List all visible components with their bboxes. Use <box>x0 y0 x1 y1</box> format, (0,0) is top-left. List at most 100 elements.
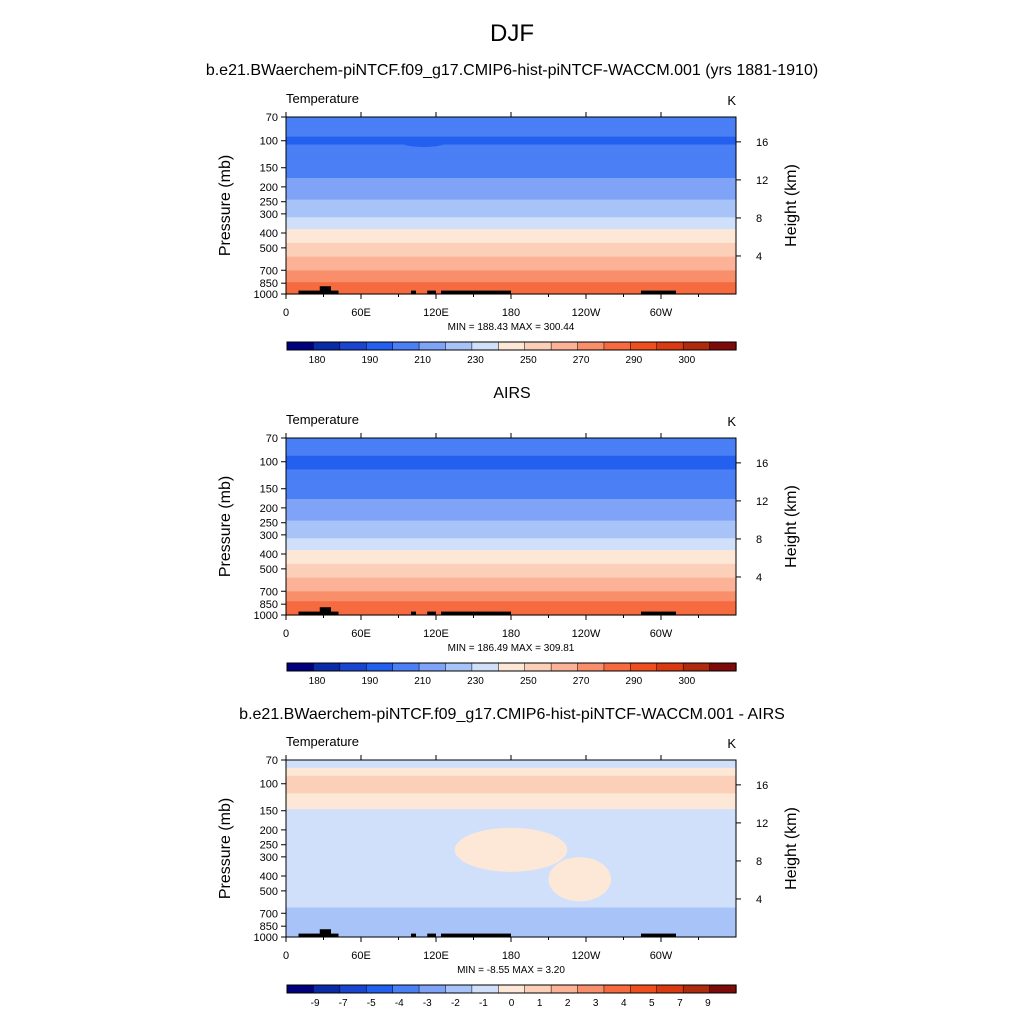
pressure-tick-label: 700 <box>260 586 278 598</box>
field-strip <box>286 885 736 889</box>
field-strip <box>286 585 736 589</box>
topography-mask <box>411 933 416 937</box>
colorbar-swatch <box>498 341 526 351</box>
colorbar-swatch <box>418 984 447 994</box>
field-strip <box>286 172 736 175</box>
field-strip <box>286 467 736 471</box>
field-strip <box>286 439 736 443</box>
longitude-tick-label: 0 <box>283 307 289 319</box>
field-strip <box>286 166 736 169</box>
topography-mask <box>441 933 511 937</box>
field-strip <box>286 522 736 526</box>
height-axis-label: Height (km) <box>783 164 800 247</box>
height-tick-label: 4 <box>756 894 762 906</box>
height-tick-label: 4 <box>756 251 762 263</box>
topography-mask <box>641 933 676 937</box>
height-tick-label: 16 <box>756 458 768 470</box>
field-strip <box>286 913 736 916</box>
colorbar-swatch <box>709 984 737 994</box>
pressure-tick-label: 250 <box>260 197 278 209</box>
colorbar-label: 230 <box>467 355 484 366</box>
colorbar-swatch <box>630 341 658 351</box>
colorbar-swatch <box>418 662 447 672</box>
field-strip <box>286 789 736 793</box>
field-strip <box>286 813 736 816</box>
min-max-stats: MIN = -8.55 MAX = 3.20 <box>457 965 565 976</box>
field-strip <box>286 819 736 822</box>
colorbar-label: 250 <box>520 355 537 366</box>
topography-mask <box>441 290 511 294</box>
colorbar-swatch <box>339 662 367 672</box>
field-strip <box>286 284 736 287</box>
field-strip <box>286 250 736 254</box>
colorbar-swatch <box>524 341 552 351</box>
field-strip <box>286 589 736 592</box>
colorbar-label: 5 <box>649 998 655 1009</box>
field-strip <box>286 491 736 494</box>
pressure-tick-label: 400 <box>260 871 278 883</box>
cold-core-contour <box>296 458 326 469</box>
field-strip <box>286 199 736 203</box>
field-strip <box>286 217 736 220</box>
field-strip <box>286 907 736 911</box>
units-label: K <box>727 414 736 429</box>
colorbar-swatch <box>550 984 579 994</box>
pressure-axis-label: Pressure (mb) <box>217 476 234 577</box>
topography-mask <box>298 611 339 615</box>
pressure-axis-label: Pressure (mb) <box>217 798 234 899</box>
field-strip <box>286 130 736 134</box>
colorbar-swatch <box>577 341 605 351</box>
pressure-tick-label: 250 <box>260 518 278 530</box>
min-max-stats: MIN = 188.43 MAX = 300.44 <box>448 322 575 333</box>
field-strip <box>286 203 736 207</box>
topography-mask <box>427 611 436 615</box>
field-strip <box>286 233 736 236</box>
field-strip <box>286 124 736 128</box>
colorbar-label: -7 <box>339 998 348 1009</box>
pressure-tick-label: 700 <box>260 908 278 920</box>
field-strip <box>286 765 736 769</box>
field-strip <box>286 820 736 824</box>
colorbar-label: -1 <box>479 998 488 1009</box>
pressure-tick-label: 150 <box>260 484 278 496</box>
field-strip <box>286 471 736 474</box>
field-strip <box>286 475 736 478</box>
pressure-tick-label: 1000 <box>254 932 278 944</box>
field-strip <box>286 927 736 930</box>
field-strip <box>286 931 736 934</box>
colorbar-frame <box>286 662 737 672</box>
field-strip <box>286 254 736 258</box>
field-strip <box>286 785 736 789</box>
cold-core-contour <box>611 458 686 469</box>
topography-mask <box>641 290 676 294</box>
field-strip <box>286 583 736 587</box>
colorbar-label: 2 <box>565 998 571 1009</box>
field-strip <box>286 905 736 909</box>
field-strip <box>286 146 736 150</box>
field-strip <box>286 260 736 264</box>
field-strip <box>286 240 736 244</box>
longitude-tick-label: 60W <box>650 307 673 319</box>
pressure-tick-label: 850 <box>260 278 278 290</box>
field-strip <box>286 587 736 591</box>
field-strip <box>286 577 736 581</box>
field-strip <box>286 532 736 535</box>
field-strip <box>286 144 736 148</box>
field-strip <box>286 152 736 155</box>
field-strip <box>286 773 736 777</box>
field-strip <box>286 209 736 212</box>
topography-mask <box>298 290 339 294</box>
longitude-tick-label: 0 <box>283 628 289 640</box>
warm-anomaly-contour <box>454 827 568 872</box>
field-strip <box>286 280 736 283</box>
colorbar-swatch <box>630 984 658 994</box>
longitude-tick-label: 180 <box>502 950 520 962</box>
longitude-tick-label: 180 <box>502 307 520 319</box>
field-strip <box>286 120 736 124</box>
field-strip <box>286 909 736 913</box>
longitude-tick-label: 120E <box>423 950 449 962</box>
colorbar-swatch <box>577 984 605 994</box>
field-strip <box>286 911 736 914</box>
field-strip <box>286 154 736 157</box>
min-max-stats: MIN = 186.49 MAX = 309.81 <box>448 643 575 654</box>
